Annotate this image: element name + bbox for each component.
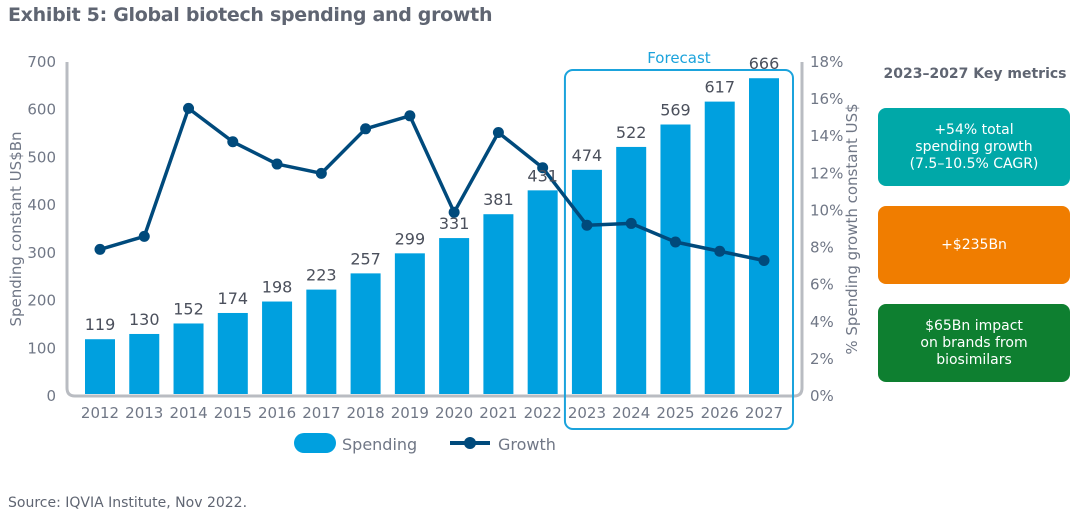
x-tick-label: 2025	[656, 404, 694, 422]
y-tick-label: 600	[27, 101, 56, 119]
bar-value-label: 381	[483, 190, 514, 209]
legend-swatch-spending	[294, 433, 336, 453]
y2-tick-label: 14%	[810, 127, 843, 145]
forecast-label: Forecast	[647, 49, 711, 67]
metric-spending-growth: +54% total spending growth (7.5–10.5% CA…	[878, 108, 1070, 186]
growth-point	[94, 243, 106, 255]
bar-value-label: 152	[173, 299, 204, 318]
bar-spending	[660, 124, 691, 395]
bar-spending	[749, 78, 779, 395]
legend-swatch-growth-marker	[464, 437, 476, 449]
x-tick-label: 2012	[81, 404, 119, 422]
growth-point	[404, 110, 416, 122]
y2-tick-label: 4%	[810, 313, 834, 331]
y-tick-label: 0	[46, 387, 56, 405]
key-metrics-title: 2023–2027 Key metrics	[883, 66, 1067, 82]
bar-value-label: 174	[218, 289, 249, 308]
x-tick-label: 2015	[214, 404, 252, 422]
growth-line	[99, 106, 765, 263]
growth-point	[315, 167, 327, 179]
bar-spending	[129, 333, 160, 394]
bar-spending	[616, 146, 647, 394]
x-tick-label: 2013	[125, 404, 163, 422]
bar-value-label: 119	[85, 315, 116, 334]
growth-point	[227, 136, 239, 148]
y2-axis-title: % Spending growth constant US$	[843, 103, 860, 354]
bar-value-label: 522	[616, 123, 647, 142]
y-tick-label: 300	[27, 244, 56, 262]
growth-point	[758, 255, 770, 267]
growth-point	[625, 217, 637, 229]
y2-tick-label: 0%	[810, 387, 834, 405]
y2-tick-label: 6%	[810, 276, 834, 294]
forecast-box	[563, 69, 795, 430]
bar-value-label: 474	[572, 146, 603, 165]
bar-value-label: 431	[527, 166, 558, 185]
bar-spending	[571, 169, 602, 394]
bar-value-label: 666	[749, 54, 780, 73]
bar-value-label: 569	[660, 101, 691, 120]
growth-point	[360, 123, 372, 135]
growth-point	[714, 245, 726, 257]
bar-value-label: 223	[306, 266, 337, 285]
bar-spending	[173, 323, 204, 394]
bar-value-label: 198	[262, 278, 293, 297]
bar-spending	[217, 312, 248, 394]
x-tick-label: 2017	[302, 404, 340, 422]
growth-point	[448, 206, 460, 218]
growth-point	[138, 230, 150, 242]
x-tick-label: 2024	[612, 404, 650, 422]
growth-point	[492, 127, 504, 139]
metric-absolute-increase: +$235Bn	[878, 206, 1070, 284]
y-axis-title: Spending constant US$Bn	[7, 131, 25, 326]
x-tick-label: 2018	[347, 404, 385, 422]
legend-label-growth: Growth	[498, 435, 556, 454]
bar-spending	[527, 190, 558, 394]
growth-point	[183, 102, 195, 114]
x-tick-label: 2023	[568, 404, 606, 422]
y2-tick-label: 2%	[810, 350, 834, 368]
x-tick-label: 2026	[701, 404, 739, 422]
growth-point	[271, 158, 283, 170]
x-tick-label: 2027	[745, 404, 783, 422]
bar-value-label: 257	[350, 249, 381, 268]
y2-tick-label: 10%	[810, 201, 843, 219]
bar-spending	[306, 289, 337, 394]
bar-spending	[439, 238, 470, 394]
x-tick-label: 2019	[391, 404, 429, 422]
bar-value-label: 130	[129, 310, 160, 329]
growth-point	[581, 219, 593, 231]
y-tick-label: 100	[27, 339, 56, 357]
y-tick-label: 200	[27, 292, 56, 310]
bar-spending	[262, 301, 293, 394]
y2-tick-label: 8%	[810, 239, 834, 257]
x-tick-label: 2020	[435, 404, 473, 422]
bar-value-label: 617	[704, 78, 735, 97]
y-tick-label: 500	[27, 148, 56, 166]
x-tick-label: 2016	[258, 404, 296, 422]
bar-spending	[394, 253, 425, 394]
x-tick-label: 2021	[479, 404, 517, 422]
chart-title: Exhibit 5: Global biotech spending and g…	[8, 4, 493, 26]
growth-point	[669, 236, 681, 248]
axis-frame	[65, 62, 804, 398]
y2-tick-label: 16%	[810, 90, 843, 108]
x-tick-label: 2022	[524, 404, 562, 422]
source-note: Source: IQVIA Institute, Nov 2022.	[8, 495, 248, 511]
x-tick-label: 2014	[169, 404, 207, 422]
bar-spending	[350, 273, 381, 394]
y2-tick-label: 12%	[810, 164, 843, 182]
bar-spending	[85, 339, 115, 394]
y-tick-label: 700	[27, 53, 56, 71]
growth-point	[537, 162, 549, 174]
bar-value-label: 299	[395, 229, 426, 248]
chart-svg: 0 100 200 300 400 500 600 700 0% 2% 4% 6% 8% 10% 12% 14…	[7, 49, 860, 454]
y-tick-label: 400	[27, 196, 56, 214]
metric-biosimilars-impact: $65Bn impact on brands from biosimilars	[878, 304, 1070, 382]
bar-value-label: 331	[439, 214, 470, 233]
bar-spending	[483, 214, 514, 394]
legend-label-spending: Spending	[342, 435, 417, 454]
y2-tick-label: 18%	[810, 53, 843, 71]
